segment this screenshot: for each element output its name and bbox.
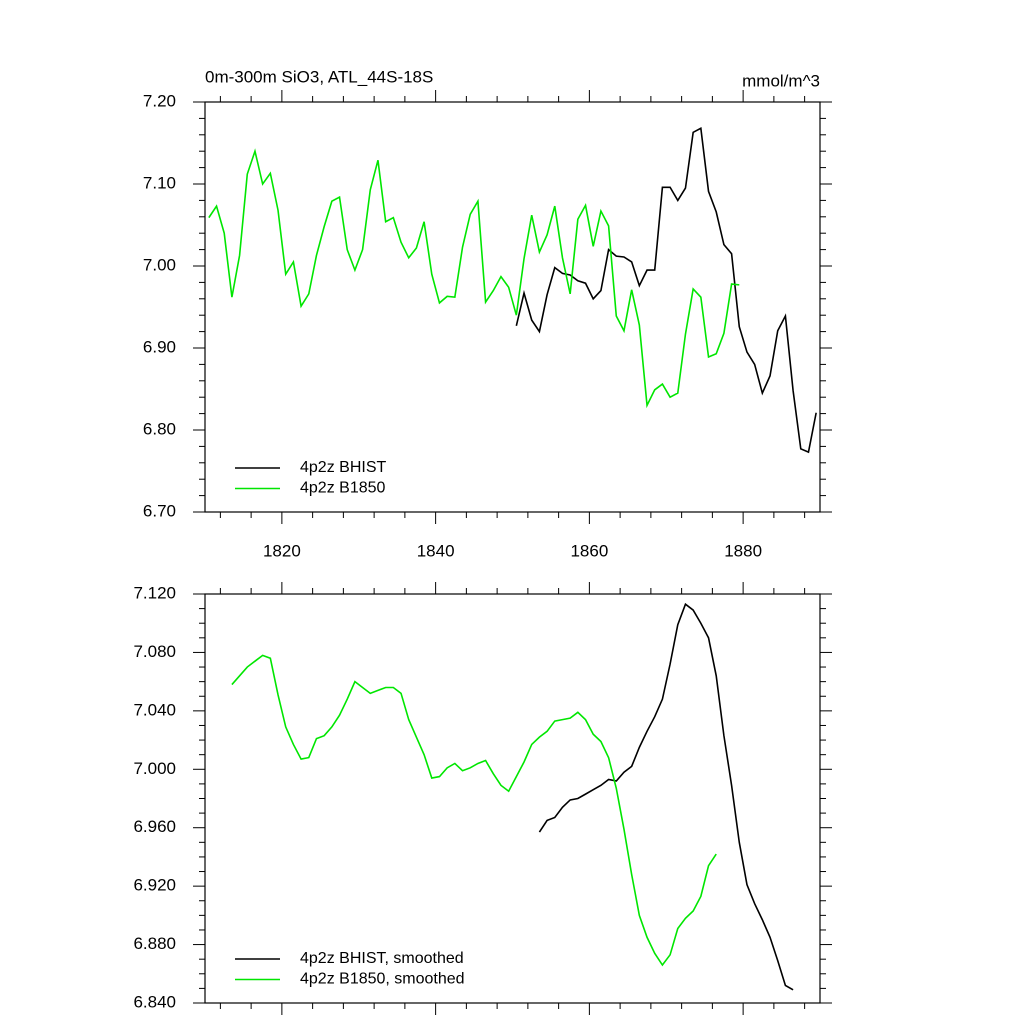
y-tick-label: 6.880 (133, 934, 176, 953)
data-line (231, 654, 717, 967)
y-tick-label: 6.90 (143, 337, 176, 356)
legend-label: 4p2z B1850, smoothed (300, 971, 465, 988)
data-line (515, 126, 817, 454)
y-tick-label: 7.00 (143, 255, 176, 274)
plot-frame (204, 101, 821, 513)
y-tick-label: 6.840 (133, 992, 176, 1011)
y-tick-label: 7.120 (133, 583, 176, 602)
y-tick-label: 7.040 (133, 700, 176, 719)
y-tick-label: 7.000 (133, 759, 176, 778)
units-label: mmol/m^3 (742, 71, 820, 90)
legend-label: 4p2z BHIST (300, 459, 386, 476)
x-tick-label: 1820 (263, 541, 301, 560)
y-tick-label: 7.10 (143, 173, 176, 192)
y-tick-label: 6.70 (143, 501, 176, 520)
x-tick-label: 1880 (724, 541, 762, 560)
plot-frame (204, 593, 821, 1004)
y-tick-label: 7.20 (143, 91, 176, 110)
data-line (538, 602, 794, 991)
x-tick-label: 1860 (570, 541, 608, 560)
y-tick-label: 6.960 (133, 817, 176, 836)
y-tick-label: 7.080 (133, 642, 176, 661)
legend-label: 4p2z B1850 (300, 480, 386, 497)
data-line (208, 148, 740, 409)
x-tick-label: 1840 (417, 541, 455, 560)
legend-label: 4p2z BHIST, smoothed (300, 950, 464, 967)
y-tick-label: 6.80 (143, 419, 176, 438)
y-tick-label: 6.920 (133, 876, 176, 895)
chart-title: 0m-300m SiO3, ATL_44S-18S (205, 67, 433, 86)
